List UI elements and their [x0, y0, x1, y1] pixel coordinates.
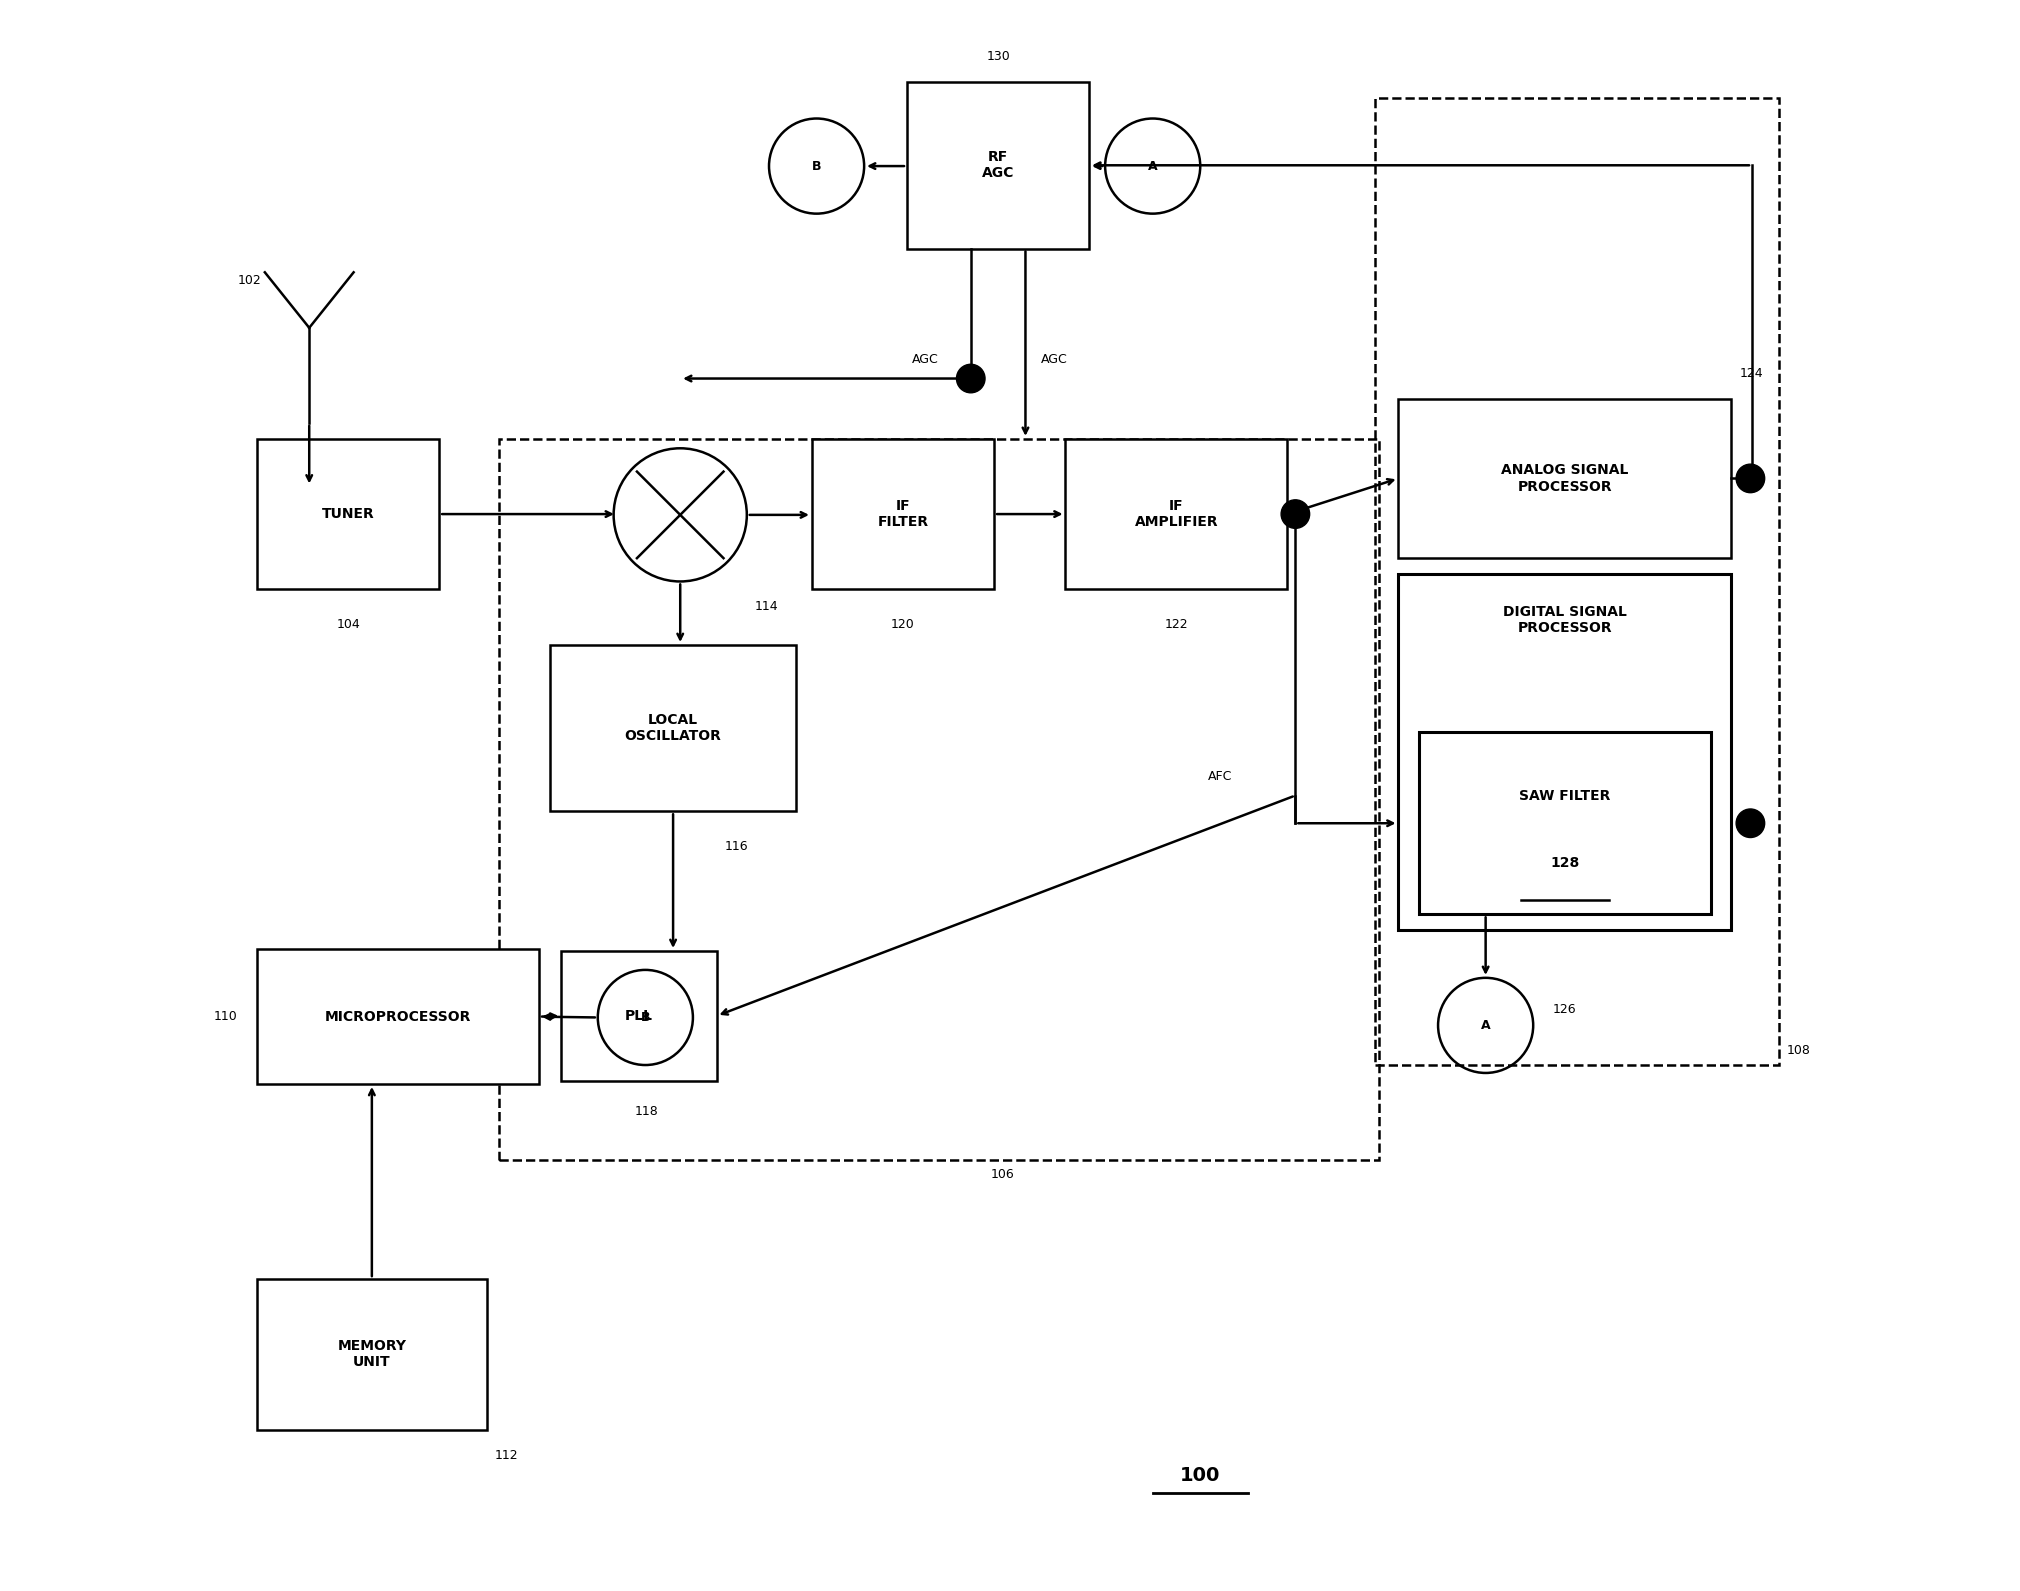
Text: LOCAL
OSCILLATOR: LOCAL OSCILLATOR: [624, 713, 721, 743]
Circle shape: [1735, 465, 1765, 493]
FancyBboxPatch shape: [257, 1279, 487, 1430]
FancyBboxPatch shape: [257, 439, 438, 589]
Text: AFC: AFC: [1208, 770, 1232, 783]
Text: TUNER: TUNER: [321, 508, 374, 522]
Text: AGC: AGC: [913, 353, 939, 366]
Text: 106: 106: [992, 1168, 1014, 1181]
Circle shape: [957, 364, 986, 393]
Text: 100: 100: [1180, 1467, 1220, 1484]
Text: MEMORY
UNIT: MEMORY UNIT: [337, 1340, 406, 1370]
Text: 130: 130: [986, 49, 1010, 64]
Text: B: B: [640, 1010, 650, 1025]
Text: A: A: [1147, 159, 1157, 172]
Text: 108: 108: [1788, 1044, 1810, 1056]
Text: ANALOG SIGNAL
PROCESSOR: ANALOG SIGNAL PROCESSOR: [1501, 463, 1628, 493]
Text: 124: 124: [1739, 368, 1763, 380]
Text: 114: 114: [755, 600, 778, 614]
Text: 104: 104: [335, 617, 360, 632]
Text: RF
AGC: RF AGC: [982, 150, 1014, 180]
Text: PLL: PLL: [624, 1009, 652, 1023]
Text: 128: 128: [1549, 856, 1580, 870]
Text: 126: 126: [1551, 1002, 1576, 1017]
FancyBboxPatch shape: [257, 950, 539, 1083]
FancyBboxPatch shape: [562, 951, 717, 1080]
Text: 116: 116: [725, 840, 747, 853]
Text: IF
AMPLIFIER: IF AMPLIFIER: [1135, 500, 1218, 530]
FancyBboxPatch shape: [1398, 573, 1731, 931]
FancyBboxPatch shape: [1398, 399, 1731, 558]
Text: A: A: [1481, 1018, 1491, 1033]
Text: 120: 120: [891, 617, 915, 632]
Text: 118: 118: [634, 1104, 659, 1117]
Circle shape: [1281, 500, 1309, 528]
Text: SAW FILTER: SAW FILTER: [1519, 789, 1610, 803]
Text: MICROPROCESSOR: MICROPROCESSOR: [325, 1010, 471, 1023]
Text: 112: 112: [495, 1449, 519, 1462]
FancyBboxPatch shape: [812, 439, 994, 589]
Text: 102: 102: [238, 274, 263, 286]
Text: 122: 122: [1166, 617, 1188, 632]
Text: B: B: [812, 159, 822, 172]
Text: 110: 110: [214, 1010, 238, 1023]
Text: DIGITAL SIGNAL
PROCESSOR: DIGITAL SIGNAL PROCESSOR: [1503, 605, 1626, 635]
FancyBboxPatch shape: [1418, 732, 1711, 915]
Text: AGC: AGC: [1042, 353, 1069, 366]
FancyBboxPatch shape: [907, 83, 1089, 248]
Text: IF
FILTER: IF FILTER: [877, 500, 929, 530]
Circle shape: [1735, 808, 1765, 837]
FancyBboxPatch shape: [1065, 439, 1287, 589]
FancyBboxPatch shape: [549, 644, 796, 811]
